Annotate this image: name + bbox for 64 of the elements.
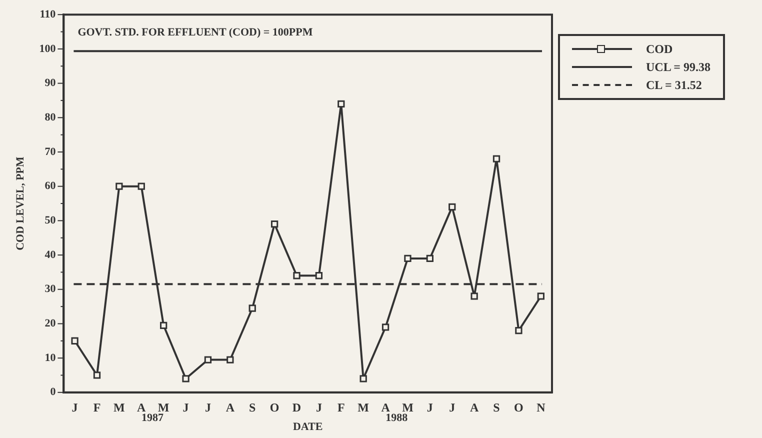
- point: [116, 182, 123, 190]
- x-tick-label: A: [470, 400, 479, 415]
- point: [293, 272, 300, 280]
- point: [270, 220, 278, 228]
- x-tick-label: J: [182, 400, 189, 415]
- x-tick-label: A: [137, 400, 146, 415]
- x-tick-label: F: [337, 400, 345, 415]
- point: [382, 324, 390, 331]
- point: [426, 254, 434, 262]
- legend-label: COD: [646, 42, 673, 56]
- text: 1987: [141, 412, 164, 424]
- y-tick-label: 60: [44, 180, 56, 192]
- point: [71, 337, 78, 344]
- y-tick-label: 100: [39, 42, 56, 55]
- point: [204, 356, 212, 364]
- x-tick-label: O: [270, 400, 280, 415]
- x-tick-label: J: [316, 400, 322, 415]
- x-tick-label: A: [381, 400, 390, 415]
- point: [470, 292, 478, 300]
- y-tick-label: 90: [44, 77, 56, 90]
- x-tick-label: S: [249, 400, 256, 415]
- x-tick-label: J: [449, 400, 456, 415]
- point: [315, 272, 323, 280]
- x-tick-label: O: [514, 400, 524, 415]
- x-tick-label: A: [226, 400, 235, 415]
- y-tick-label: 0: [50, 386, 56, 398]
- point: [138, 182, 145, 190]
- point: [448, 203, 456, 211]
- y-tick-label: 40: [44, 248, 56, 261]
- x-tick-label: M: [402, 400, 414, 415]
- point: [248, 304, 256, 312]
- y-tick-label: 110: [40, 8, 56, 20]
- point: [160, 322, 168, 330]
- y-tick-label: 20: [44, 318, 56, 330]
- point: [360, 375, 367, 382]
- y-tick-label: 10: [44, 352, 56, 364]
- text: 1988: [386, 412, 408, 424]
- y-tick-label: 80: [44, 111, 56, 124]
- point: [515, 327, 522, 334]
- x-tick-label: M: [158, 400, 170, 415]
- point: [93, 372, 101, 379]
- x-tick-label: F: [93, 400, 101, 415]
- x-axis-title: DATE: [292, 421, 323, 434]
- point: [404, 254, 412, 262]
- x-tick-label: N: [536, 400, 546, 415]
- annotation: GOVT. STD. FOR EFFLUENT (COD) = 100PPM: [78, 26, 314, 39]
- legend-label: CL = 31.52: [646, 78, 702, 92]
- point: [492, 155, 500, 162]
- x-tick-label: M: [114, 400, 125, 415]
- y-tick-label: 30: [44, 283, 56, 296]
- point: [537, 292, 544, 300]
- x-tick-label: J: [426, 400, 433, 415]
- point: [226, 356, 234, 364]
- point: [182, 375, 190, 382]
- y-tick-label: 70: [44, 146, 56, 158]
- x-tick-label: J: [72, 400, 78, 415]
- y-axis-title: COD LEVEL, PPM: [14, 156, 26, 250]
- x-tick-label: S: [493, 400, 500, 415]
- x-tick-label: J: [204, 400, 211, 415]
- y-tick-label: 50: [44, 214, 56, 227]
- point: [338, 100, 345, 108]
- legend-label: UCL = 99.38: [646, 60, 711, 74]
- x-tick-label: D: [292, 400, 302, 415]
- x-tick-label: M: [358, 400, 370, 415]
